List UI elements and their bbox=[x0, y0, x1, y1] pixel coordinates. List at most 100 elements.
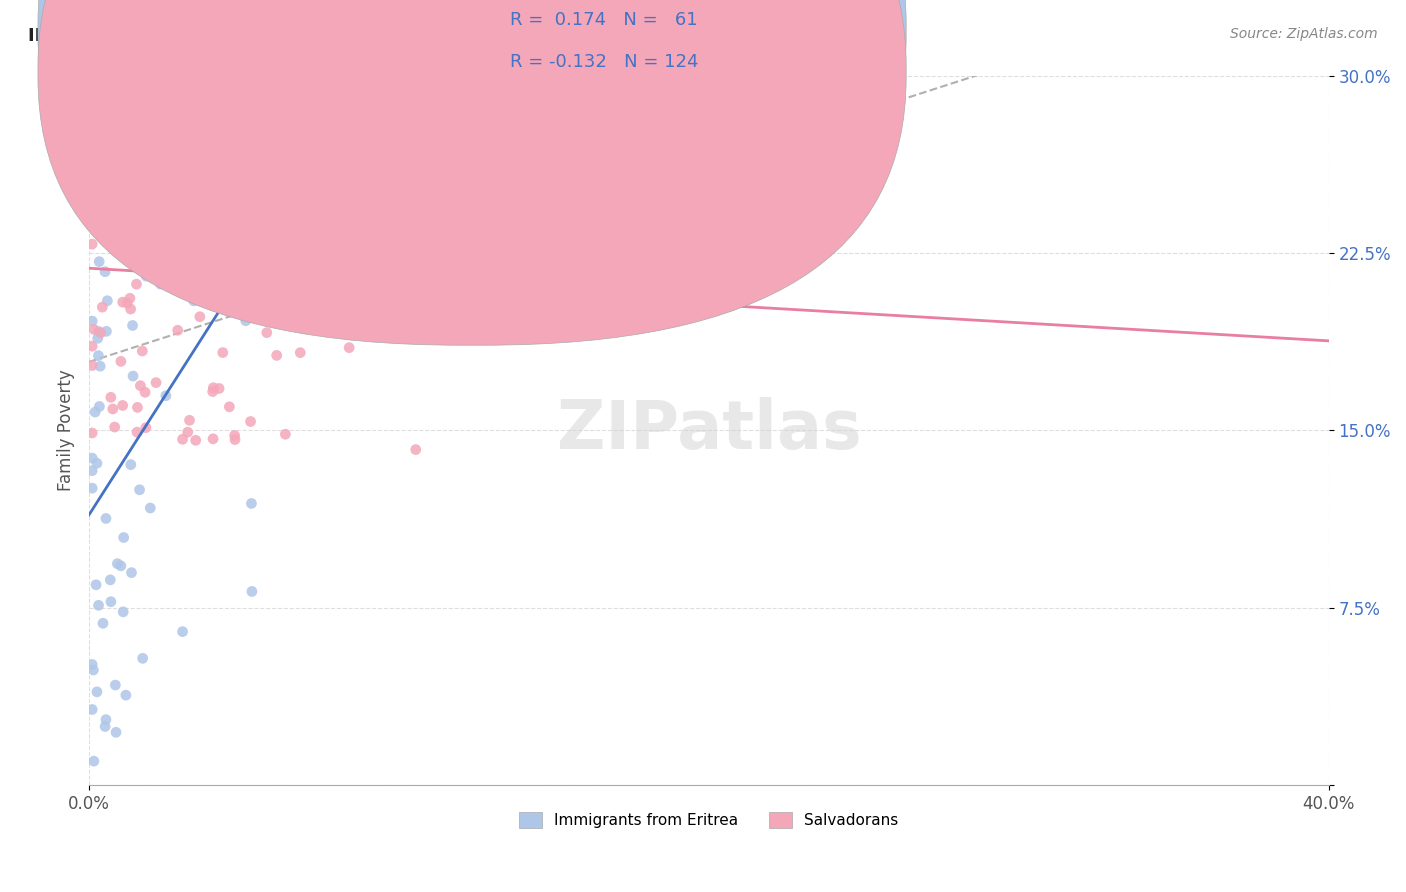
Point bbox=[217, 163, 239, 178]
Point bbox=[94, 265, 117, 279]
Point bbox=[111, 248, 134, 262]
Point bbox=[139, 163, 162, 178]
Point bbox=[194, 288, 217, 302]
Point bbox=[89, 163, 111, 178]
Point bbox=[120, 458, 142, 472]
Point bbox=[173, 240, 195, 254]
Point bbox=[111, 295, 134, 310]
Point bbox=[360, 197, 382, 211]
Text: Source: ZipAtlas.com: Source: ZipAtlas.com bbox=[1230, 27, 1378, 41]
Point bbox=[91, 300, 114, 314]
Point bbox=[208, 381, 231, 395]
Point bbox=[110, 558, 132, 573]
Point bbox=[135, 163, 157, 178]
Point bbox=[110, 354, 132, 368]
Point bbox=[87, 349, 110, 363]
Point bbox=[100, 390, 122, 404]
Point bbox=[224, 428, 246, 442]
Point bbox=[238, 245, 260, 260]
Point bbox=[112, 531, 135, 545]
Point bbox=[118, 291, 141, 305]
Point bbox=[83, 754, 105, 768]
Point bbox=[266, 348, 288, 362]
Point bbox=[337, 341, 360, 355]
Point bbox=[93, 163, 115, 178]
Point bbox=[91, 616, 114, 631]
Point bbox=[114, 163, 136, 178]
Point bbox=[135, 269, 157, 284]
Point bbox=[101, 401, 124, 416]
Point bbox=[94, 511, 117, 525]
Point bbox=[202, 381, 225, 395]
Point bbox=[208, 163, 231, 178]
Point bbox=[146, 163, 169, 178]
Point bbox=[94, 713, 117, 727]
Point bbox=[83, 322, 105, 336]
Point bbox=[139, 501, 162, 516]
Point bbox=[111, 231, 134, 245]
Point bbox=[155, 389, 177, 403]
Point bbox=[228, 163, 250, 178]
Point bbox=[121, 163, 143, 178]
Point bbox=[128, 483, 150, 497]
Legend: Immigrants from Eritrea, Salvadorans: Immigrants from Eritrea, Salvadorans bbox=[513, 806, 904, 834]
Point bbox=[179, 413, 201, 427]
Point bbox=[235, 314, 257, 328]
Point bbox=[82, 451, 104, 466]
Point bbox=[349, 216, 371, 230]
Point bbox=[82, 314, 104, 328]
Point bbox=[89, 400, 111, 414]
Point bbox=[115, 688, 138, 702]
Point bbox=[90, 326, 112, 340]
Point bbox=[256, 326, 278, 340]
Point bbox=[82, 702, 104, 716]
Point bbox=[90, 163, 112, 178]
Point bbox=[202, 272, 225, 286]
Point bbox=[129, 178, 152, 192]
Point bbox=[398, 276, 420, 290]
Point bbox=[83, 163, 105, 178]
Point bbox=[485, 163, 508, 178]
Point bbox=[84, 578, 107, 592]
Point bbox=[169, 212, 191, 227]
Point bbox=[526, 295, 548, 310]
Point bbox=[103, 231, 125, 245]
Point bbox=[89, 359, 111, 374]
Point bbox=[120, 229, 142, 244]
Point bbox=[172, 624, 194, 639]
Point bbox=[87, 325, 110, 339]
Point bbox=[301, 236, 323, 251]
Point bbox=[247, 274, 270, 288]
Point bbox=[360, 204, 382, 219]
Point bbox=[82, 657, 104, 672]
Point bbox=[82, 481, 104, 495]
Point bbox=[93, 163, 115, 178]
Point bbox=[96, 196, 118, 211]
Point bbox=[172, 432, 194, 446]
Point bbox=[104, 420, 127, 434]
Point bbox=[240, 496, 263, 510]
Point bbox=[84, 163, 107, 178]
Point bbox=[105, 557, 128, 571]
Point bbox=[166, 323, 188, 337]
Y-axis label: Family Poverty: Family Poverty bbox=[58, 369, 75, 491]
Point bbox=[218, 400, 240, 414]
Point bbox=[100, 595, 122, 609]
Point bbox=[188, 310, 211, 324]
Point bbox=[105, 725, 128, 739]
Point bbox=[433, 260, 456, 274]
Point bbox=[131, 344, 153, 359]
Point bbox=[160, 215, 183, 229]
Point bbox=[125, 425, 148, 439]
Text: R =  0.174   N =   61: R = 0.174 N = 61 bbox=[510, 11, 697, 29]
Point bbox=[135, 420, 157, 434]
Point bbox=[121, 318, 143, 333]
Point bbox=[82, 192, 104, 206]
Point bbox=[98, 573, 121, 587]
Point bbox=[111, 399, 134, 413]
Point bbox=[165, 163, 187, 178]
Point bbox=[183, 293, 205, 308]
Point bbox=[207, 275, 229, 289]
Point bbox=[374, 275, 396, 289]
Point bbox=[520, 289, 543, 303]
